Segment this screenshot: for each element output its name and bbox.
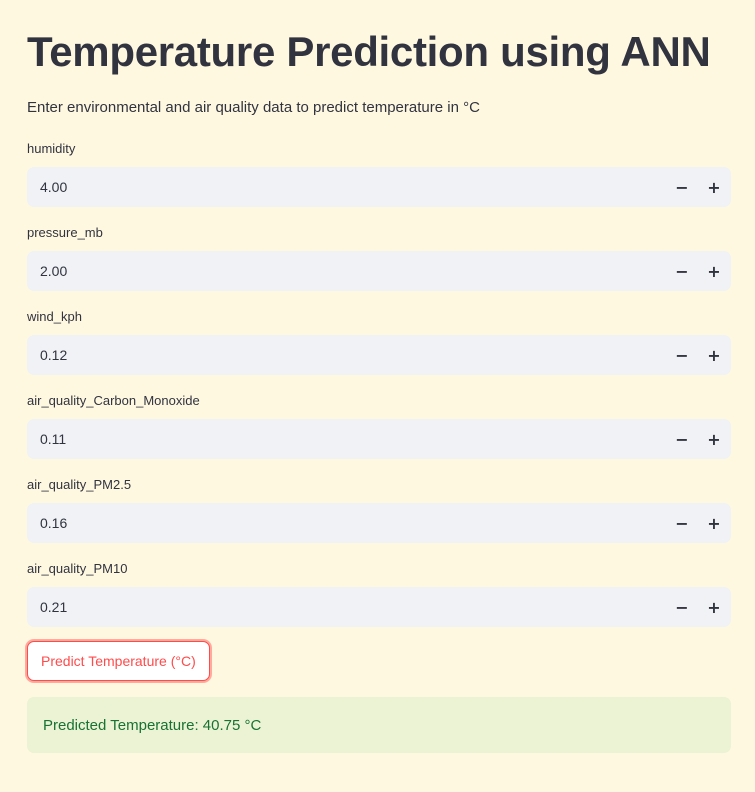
carbon-monoxide-increment-button[interactable]: + bbox=[698, 419, 730, 459]
page-title: Temperature Prediction using ANN bbox=[27, 28, 711, 75]
plus-icon: + bbox=[707, 597, 721, 617]
wind-kph-label: wind_kph bbox=[27, 309, 82, 324]
minus-icon: − bbox=[675, 345, 689, 365]
minus-icon: − bbox=[675, 513, 689, 533]
wind-kph-field: wind_kph − + bbox=[27, 308, 731, 375]
pm10-input[interactable] bbox=[27, 587, 666, 627]
pm10-number-input: − + bbox=[27, 587, 731, 627]
carbon-monoxide-label: air_quality_Carbon_Monoxide bbox=[27, 393, 200, 408]
pressure-mb-number-input: − + bbox=[27, 251, 731, 291]
pm25-field: air_quality_PM2.5 − + bbox=[27, 476, 731, 543]
minus-icon: − bbox=[675, 429, 689, 449]
carbon-monoxide-number-input: − + bbox=[27, 419, 731, 459]
humidity-label: humidity bbox=[27, 141, 76, 156]
humidity-decrement-button[interactable]: − bbox=[666, 167, 698, 207]
wind-kph-number-input: − + bbox=[27, 335, 731, 375]
predict-temperature-button[interactable]: Predict Temperature (°C) bbox=[27, 641, 210, 681]
pm25-input[interactable] bbox=[27, 503, 666, 543]
pm10-field: air_quality_PM10 − + bbox=[27, 560, 731, 627]
pm25-number-input: − + bbox=[27, 503, 731, 543]
plus-icon: + bbox=[707, 429, 721, 449]
prediction-result-text: Predicted Temperature: 40.75 °C bbox=[43, 716, 262, 734]
pressure-mb-field: pressure_mb − + bbox=[27, 224, 731, 291]
wind-kph-input[interactable] bbox=[27, 335, 666, 375]
pm25-label: air_quality_PM2.5 bbox=[27, 477, 132, 492]
pressure-mb-increment-button[interactable]: + bbox=[698, 251, 730, 291]
wind-kph-increment-button[interactable]: + bbox=[698, 335, 730, 375]
carbon-monoxide-decrement-button[interactable]: − bbox=[666, 419, 698, 459]
minus-icon: − bbox=[675, 177, 689, 197]
plus-icon: + bbox=[707, 177, 721, 197]
wind-kph-decrement-button[interactable]: − bbox=[666, 335, 698, 375]
pm10-decrement-button[interactable]: − bbox=[666, 587, 698, 627]
carbon-monoxide-field: air_quality_Carbon_Monoxide − + bbox=[27, 392, 731, 459]
humidity-field: humidity − + bbox=[27, 140, 731, 207]
plus-icon: + bbox=[707, 513, 721, 533]
pressure-mb-decrement-button[interactable]: − bbox=[666, 251, 698, 291]
pressure-mb-label: pressure_mb bbox=[27, 225, 103, 240]
humidity-input[interactable] bbox=[27, 167, 666, 207]
pm25-decrement-button[interactable]: − bbox=[666, 503, 698, 543]
pm10-label: air_quality_PM10 bbox=[27, 561, 128, 576]
prediction-result-alert: Predicted Temperature: 40.75 °C bbox=[27, 697, 731, 753]
pm25-increment-button[interactable]: + bbox=[698, 503, 730, 543]
pm10-increment-button[interactable]: + bbox=[698, 587, 730, 627]
pressure-mb-input[interactable] bbox=[27, 251, 666, 291]
plus-icon: + bbox=[707, 345, 721, 365]
humidity-increment-button[interactable]: + bbox=[698, 167, 730, 207]
minus-icon: − bbox=[675, 261, 689, 281]
minus-icon: − bbox=[675, 597, 689, 617]
humidity-number-input: − + bbox=[27, 167, 731, 207]
page-subtitle: Enter environmental and air quality data… bbox=[27, 99, 480, 116]
carbon-monoxide-input[interactable] bbox=[27, 419, 666, 459]
plus-icon: + bbox=[707, 261, 721, 281]
